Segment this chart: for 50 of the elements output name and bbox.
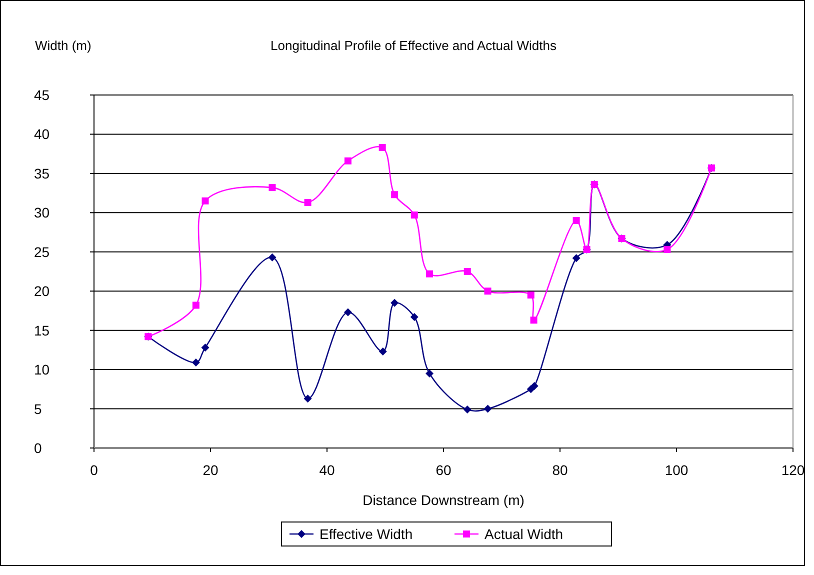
point — [268, 184, 276, 192]
x-axis-title: Distance Downstream (m) — [362, 492, 524, 508]
point — [344, 308, 352, 316]
y-tick-label: 30 — [34, 204, 50, 221]
point — [530, 316, 538, 324]
y-tick-label: 25 — [34, 244, 50, 260]
point — [344, 157, 352, 164]
point — [202, 197, 209, 204]
y-tick-label: 20 — [34, 283, 50, 300]
point — [484, 404, 492, 413]
point — [378, 348, 387, 356]
x-tick-label: 80 — [552, 462, 568, 478]
x-tick-label: 0 — [90, 462, 98, 478]
point — [463, 406, 472, 414]
x-tick-label: 20 — [202, 462, 218, 478]
y-tick-label: 10 — [34, 362, 50, 378]
legend-label: Actual Width — [484, 526, 564, 542]
x-tick-label: 100 — [664, 462, 688, 478]
y-tick-label: 5 — [34, 400, 42, 417]
point — [192, 358, 200, 366]
point — [410, 313, 418, 321]
point — [572, 254, 580, 262]
y-tick-label: 35 — [34, 165, 50, 182]
point — [304, 198, 312, 206]
chart-title: Longitudinal Profile of Effective and Actual Widths — [270, 38, 557, 53]
point — [484, 288, 492, 295]
point — [527, 292, 534, 299]
y-tick-label: 45 — [34, 87, 50, 103]
y-axis-title: Width (m) — [35, 38, 92, 53]
point — [426, 369, 434, 378]
x-tick-label: 40 — [319, 462, 335, 478]
y-tick-label: 0 — [34, 440, 42, 456]
legend-label: Effective Width — [320, 526, 413, 542]
point — [572, 217, 580, 224]
x-tick-label: 60 — [436, 462, 452, 478]
y-tick-label: 15 — [34, 322, 50, 338]
point — [390, 298, 399, 307]
y-tick-label: 40 — [34, 126, 50, 142]
point — [391, 191, 398, 198]
point — [201, 344, 210, 352]
x-tick-label: 120 — [781, 462, 805, 478]
point — [268, 253, 276, 262]
point — [464, 268, 471, 275]
point — [192, 302, 200, 309]
point — [378, 144, 386, 152]
point — [410, 212, 418, 219]
point — [530, 382, 538, 390]
point — [304, 394, 312, 403]
point — [664, 246, 671, 254]
point — [426, 270, 434, 278]
